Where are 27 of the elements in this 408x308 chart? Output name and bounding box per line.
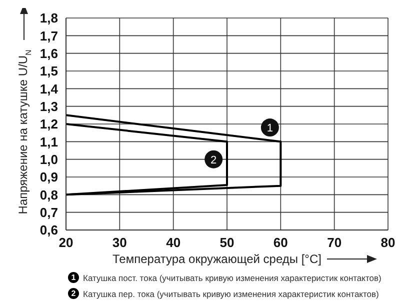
x-tick-label: 80: [380, 235, 396, 250]
text: 1: [71, 273, 76, 282]
y-tick-label: 1,1: [40, 134, 58, 150]
y-tick-label: 1,7: [40, 28, 58, 44]
x-axis-title: Температура окружающей среды [°C]: [112, 252, 322, 266]
y-tick-label: 0,6: [40, 222, 58, 238]
y-tick-label: 0,8: [40, 187, 58, 202]
y-tick-label: 1,6: [40, 46, 58, 61]
y-tick-label: 1,5: [40, 64, 58, 79]
text: 2: [71, 289, 76, 298]
legend-label: Катушка пост. тока (учитывать кривую изменения характеристик контактов): [83, 272, 382, 282]
y-tick-label: 1,0: [40, 152, 58, 167]
x-tick-label: 40: [166, 235, 181, 250]
y-tick-label: 0,9: [40, 170, 58, 185]
y-tick-label: 0,7: [40, 204, 58, 220]
y-tick-label: 1,4: [40, 81, 59, 96]
annotation: 1: [266, 122, 273, 135]
legend-label: Катушка пер. тока (учитывать кривую изменения характеристик контактов): [83, 288, 379, 298]
x-tick-label: 50: [220, 235, 234, 250]
x-tick-label: 30: [112, 235, 127, 250]
x-tick-label: 60: [273, 235, 288, 250]
y-tick-label: 1,3: [40, 98, 58, 114]
annotation: 2: [210, 154, 217, 166]
x-tick-label: 70: [327, 235, 342, 250]
x-tick-label: 20: [58, 235, 74, 250]
y-tick-label: 1,2: [40, 116, 58, 132]
y-tick-label: 1,8: [40, 10, 58, 26]
